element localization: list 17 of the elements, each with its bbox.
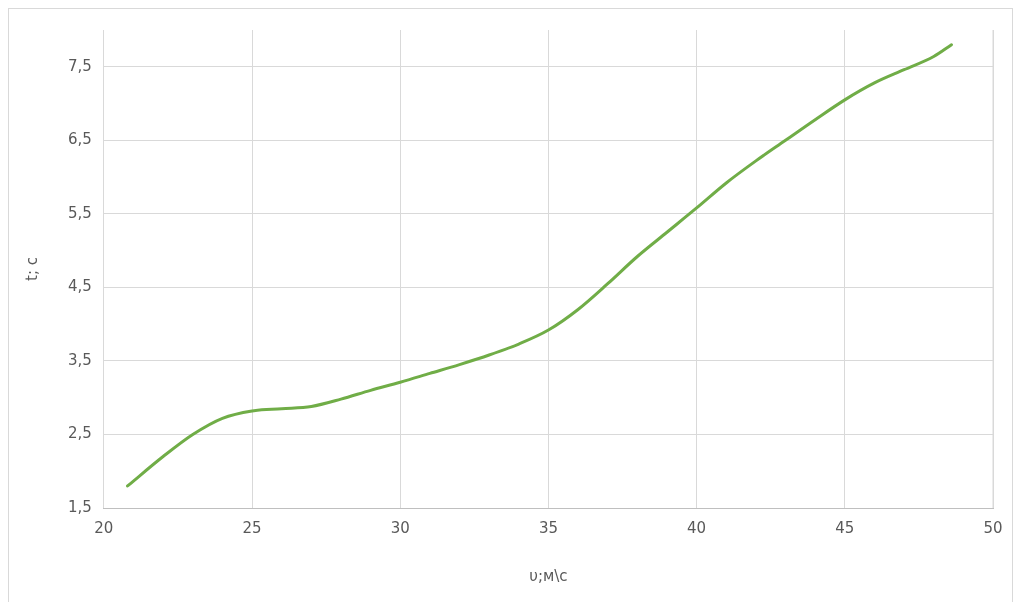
x-tick-label: 25 [242,518,262,537]
x-axis-title: υ;м\с [529,566,568,585]
y-tick-label: 5,5 [68,203,92,222]
x-tick-label: 35 [538,518,558,537]
x-tick-label: 45 [835,518,855,537]
y-tick-label: 3,5 [68,350,92,369]
y-tick-label: 7,5 [68,56,92,75]
x-tick-label: 20 [94,518,114,537]
y-tick-label: 1,5 [68,497,92,516]
x-tick-label: 40 [687,518,707,537]
x-tick-label: 50 [983,518,1003,537]
line-series [126,43,954,488]
y-tick-label: 6,5 [68,130,92,149]
y-tick-label: 4,5 [68,277,92,296]
y-tick-label: 2,5 [68,424,92,443]
y-axis-title: t; с [22,257,41,281]
x-tick-label: 30 [390,518,410,537]
